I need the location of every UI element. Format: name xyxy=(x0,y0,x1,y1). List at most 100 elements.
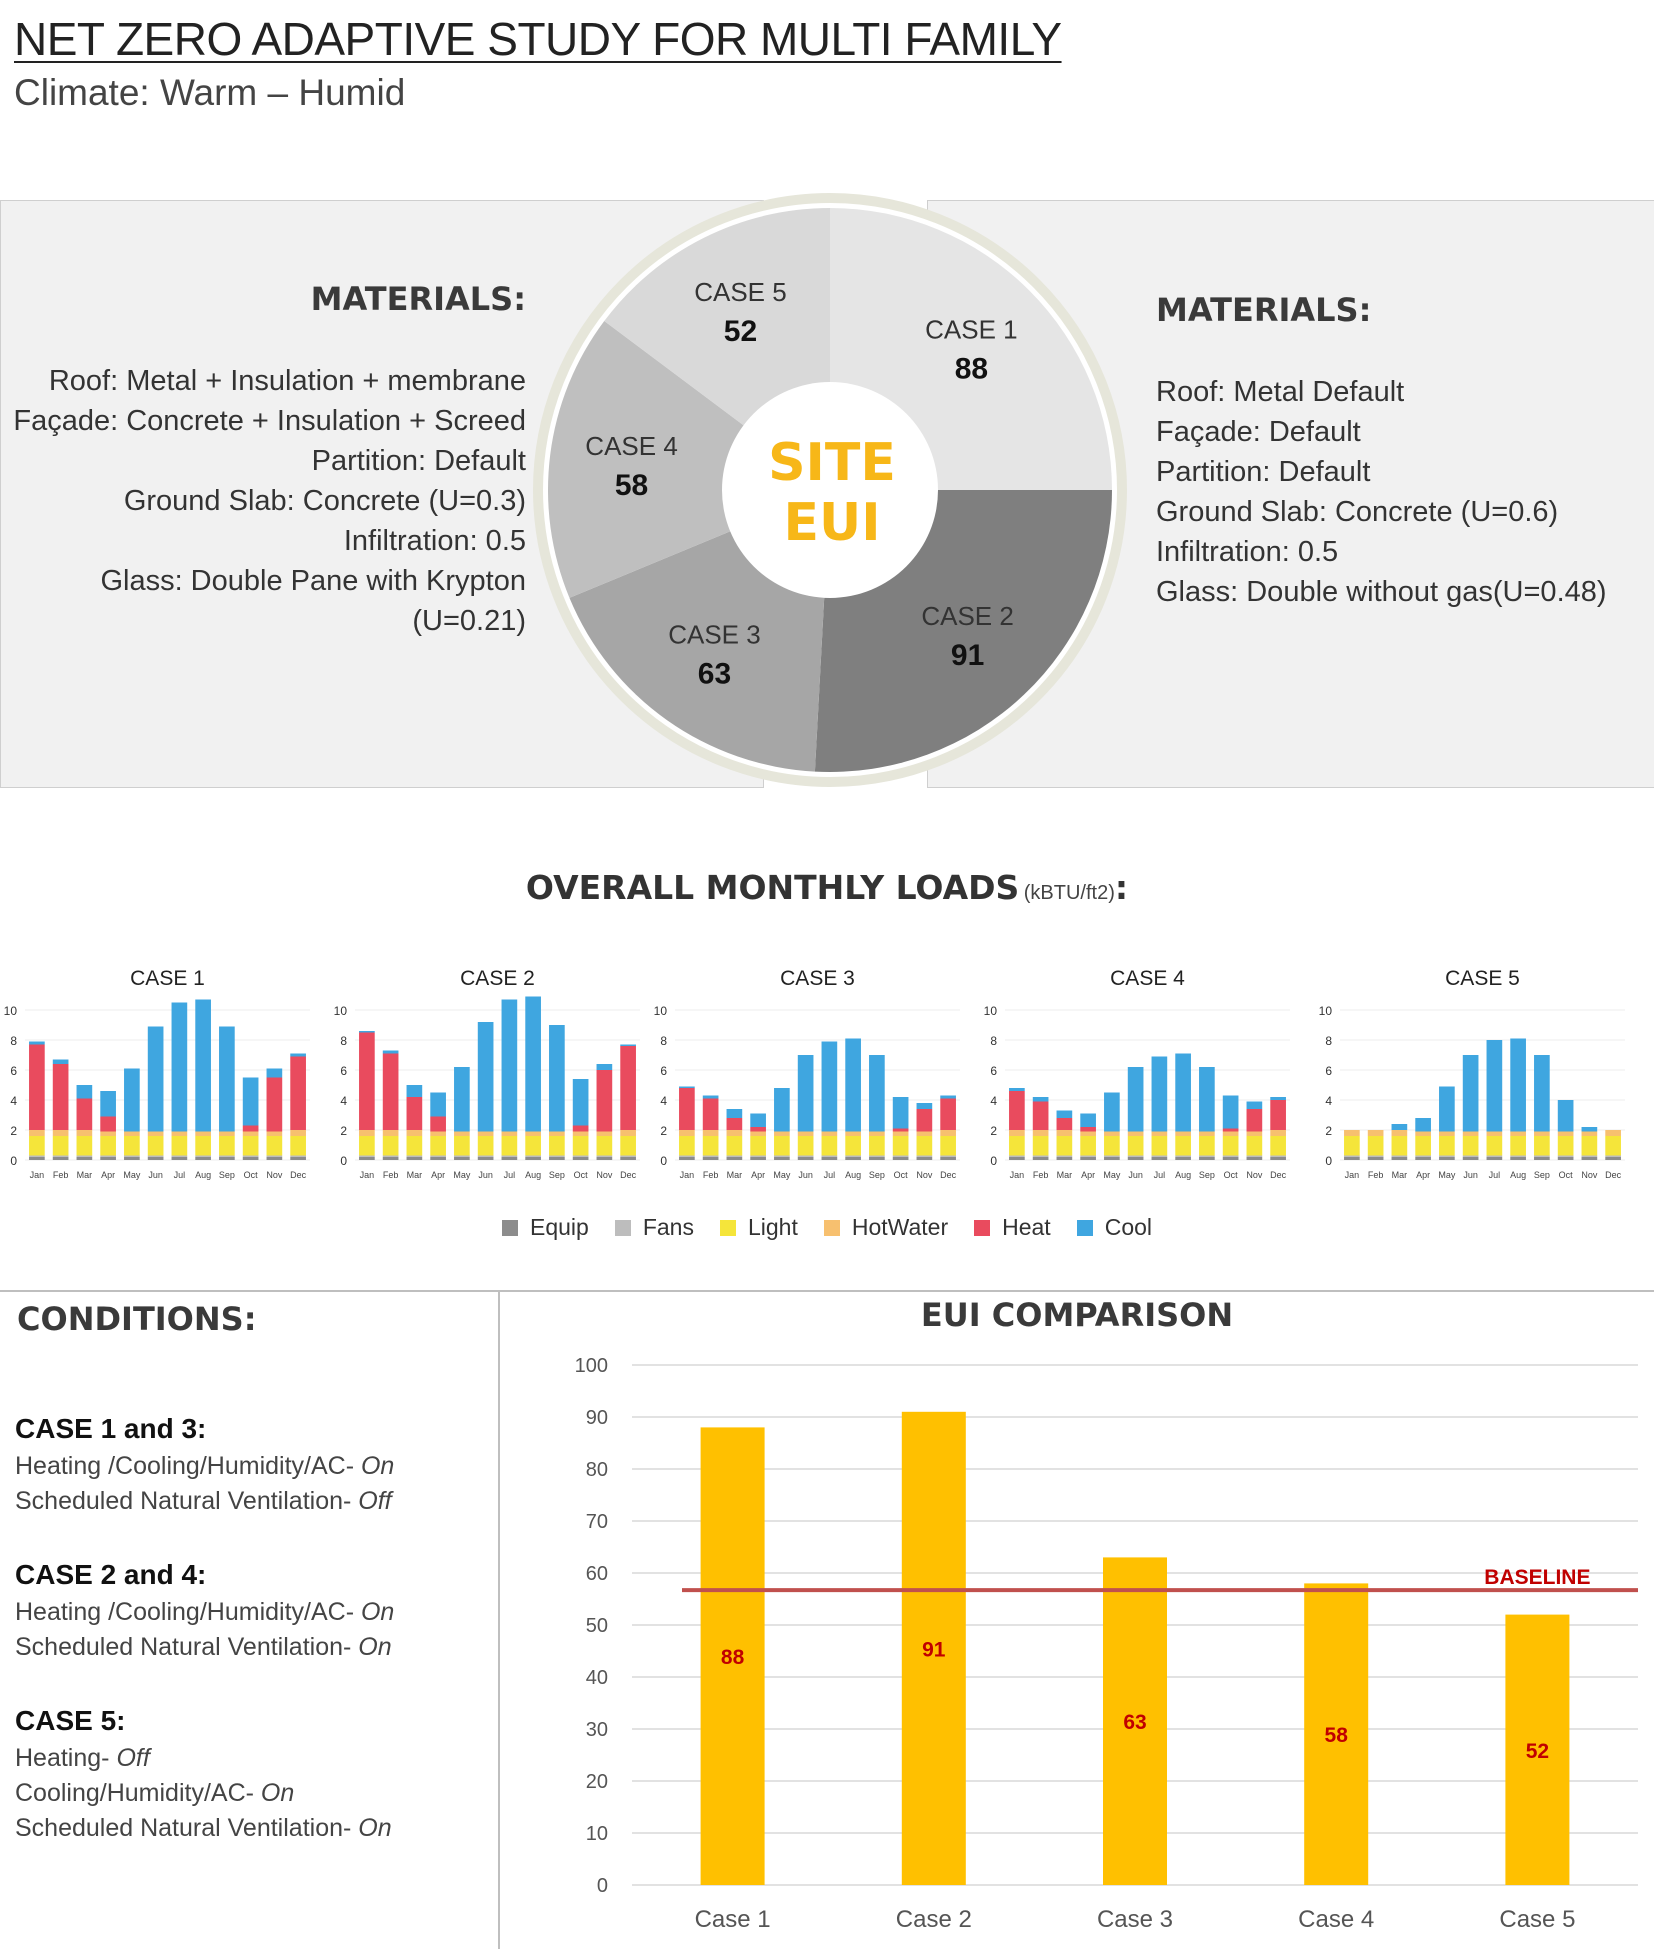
bar-segment-fans xyxy=(501,1155,518,1157)
bar-segment-fans xyxy=(1415,1155,1431,1157)
bar-segment-light xyxy=(596,1136,613,1156)
pie-slice-label: CASE 4 xyxy=(585,431,678,461)
bar-segment-light xyxy=(76,1136,93,1156)
bar-segment-light xyxy=(266,1136,283,1156)
bar-segment-equip xyxy=(940,1157,956,1160)
bar-segment-light xyxy=(1557,1136,1574,1156)
bar-segment-light xyxy=(290,1136,306,1156)
legend-swatch-equip xyxy=(501,1219,518,1236)
bar-segment-fans xyxy=(1222,1155,1239,1157)
bar-segment-light xyxy=(572,1136,589,1156)
x-tick-label: Jan xyxy=(30,1170,45,1180)
materials-right-line: Glass: Double without gas(U=0.48) xyxy=(1156,576,1607,608)
bar-segment-light xyxy=(1199,1136,1215,1156)
bar-segment-equip xyxy=(1557,1157,1574,1160)
materials-left-line: Glass: Double Pane with Krypton xyxy=(100,565,526,597)
bar-segment-fans xyxy=(171,1155,188,1157)
bar-segment-heat xyxy=(726,1118,743,1130)
x-tick-label: Jan xyxy=(360,1170,375,1180)
conditions-line: Scheduled Natural Ventilation- On xyxy=(15,1630,394,1665)
bar-segment-cool xyxy=(1270,1097,1286,1100)
bar-segment-heat xyxy=(52,1064,69,1130)
bar-segment-light xyxy=(549,1136,565,1156)
bar-segment-heat xyxy=(572,1125,589,1132)
conditions-line: Scheduled Natural Ventilation- Off xyxy=(15,1484,394,1519)
bar-segment-fans xyxy=(892,1155,909,1157)
pie-slice-case-4 xyxy=(548,321,830,598)
bar-segment-fans xyxy=(219,1155,235,1157)
bar-segment-equip xyxy=(1080,1157,1096,1160)
bar-segment-light xyxy=(797,1136,814,1156)
monthly-chart-case-5: CASE 5 0 2 4 6 8 10 Jan Feb Mar Apr May Jun Jul Aug Sep… xyxy=(1319,967,1625,1180)
bar-segment-fans xyxy=(1534,1155,1550,1157)
bar-segment-hotwater xyxy=(171,1131,188,1136)
materials-right-list: Roof: Metal Default Façade: Default Part… xyxy=(1156,372,1607,612)
x-tick-label: Case 5 xyxy=(1499,1906,1575,1933)
conditions-case-title: CASE 5: xyxy=(15,1705,126,1736)
x-tick-label: Aug xyxy=(845,1170,861,1180)
bar-segment-hotwater xyxy=(52,1130,69,1136)
bar-segment-equip xyxy=(596,1157,613,1160)
legend-item-heat: Heat xyxy=(974,1214,1051,1241)
bar-segment-fans xyxy=(702,1155,719,1157)
conditions-line-text: Scheduled Natural Ventilation- xyxy=(15,1814,359,1842)
eui-bar-case-4 xyxy=(1304,1583,1369,1885)
bar-segment-cool xyxy=(1439,1086,1455,1132)
x-tick-label: Jun xyxy=(1128,1170,1143,1180)
bar-segment-cool xyxy=(1080,1113,1096,1127)
monthly-loads-title: OVERALL MONTHLY LOADS (kBTU/ft2): xyxy=(0,868,1654,907)
bar-segment-light xyxy=(477,1136,494,1156)
eui-bar-value-label: 58 xyxy=(1325,1724,1349,1747)
bar-segment-equip xyxy=(1175,1157,1191,1160)
bar-segment-cool xyxy=(1127,1067,1144,1132)
pie-slice-label: CASE 2 xyxy=(921,601,1014,631)
monthly-chart-case-2: CASE 2 0 2 4 6 8 10 Jan Feb Mar Apr May Jun Jul Aug Sep… xyxy=(334,967,640,1180)
bar-segment-fans xyxy=(76,1155,93,1157)
bar-segment-hotwater xyxy=(1557,1131,1574,1136)
y-tick-label: 6 xyxy=(990,1064,997,1078)
x-tick-label: Feb xyxy=(383,1170,399,1180)
bar-segment-hotwater xyxy=(940,1130,956,1136)
y-tick-label: 8 xyxy=(340,1034,347,1048)
bar-segment-cool xyxy=(242,1077,259,1126)
y-tick-label: 4 xyxy=(10,1094,17,1108)
bar-segment-hotwater xyxy=(845,1131,861,1136)
pie-slice-value: 88 xyxy=(955,353,988,386)
bar-segment-cool xyxy=(774,1088,790,1132)
bar-segment-heat xyxy=(750,1127,766,1132)
bar-segment-fans xyxy=(1127,1155,1144,1157)
bar-segment-fans xyxy=(916,1155,933,1157)
bar-segment-cool xyxy=(1557,1100,1574,1132)
x-tick-label: Oct xyxy=(1559,1170,1574,1180)
x-tick-label: Dec xyxy=(940,1170,957,1180)
bar-segment-cool xyxy=(916,1103,933,1109)
x-tick-label: Jul xyxy=(504,1170,516,1180)
bar-segment-cool xyxy=(892,1097,909,1129)
bar-segment-light xyxy=(359,1136,375,1156)
bar-segment-equip xyxy=(430,1157,446,1160)
conditions-line-state: On xyxy=(358,1633,392,1661)
bar-segment-equip xyxy=(1270,1157,1286,1160)
bar-segment-hotwater xyxy=(1009,1130,1025,1136)
bar-segment-hotwater xyxy=(406,1130,423,1136)
monthly-loads-legend: Equip Fans Light HotWater Heat Cool xyxy=(0,1214,1654,1241)
bar-segment-heat xyxy=(940,1098,956,1130)
materials-left-line: (U=0.21) xyxy=(412,605,526,637)
bar-segment-equip xyxy=(869,1157,885,1160)
legend-label-equip: Equip xyxy=(529,1214,589,1240)
bar-segment-hotwater xyxy=(869,1131,885,1136)
bar-segment-heat xyxy=(100,1116,116,1132)
bar-segment-fans xyxy=(549,1155,565,1157)
bar-segment-heat xyxy=(892,1128,909,1132)
bar-segment-heat xyxy=(242,1125,259,1132)
x-tick-label: Apr xyxy=(431,1170,445,1180)
bar-segment-cool xyxy=(726,1109,743,1118)
materials-left-list: Roof: Metal + Insulation + membrane Faça… xyxy=(13,361,526,641)
y-tick-label: 4 xyxy=(990,1094,997,1108)
bar-segment-hotwater xyxy=(1344,1130,1360,1136)
x-tick-label: Jan xyxy=(680,1170,695,1180)
bar-segment-hotwater xyxy=(1581,1131,1598,1136)
materials-left-line: Infiltration: 0.5 xyxy=(343,525,526,557)
monthly-loads-heading: OVERALL MONTHLY LOADS xyxy=(525,868,1020,907)
bar-segment-hotwater xyxy=(242,1131,259,1136)
